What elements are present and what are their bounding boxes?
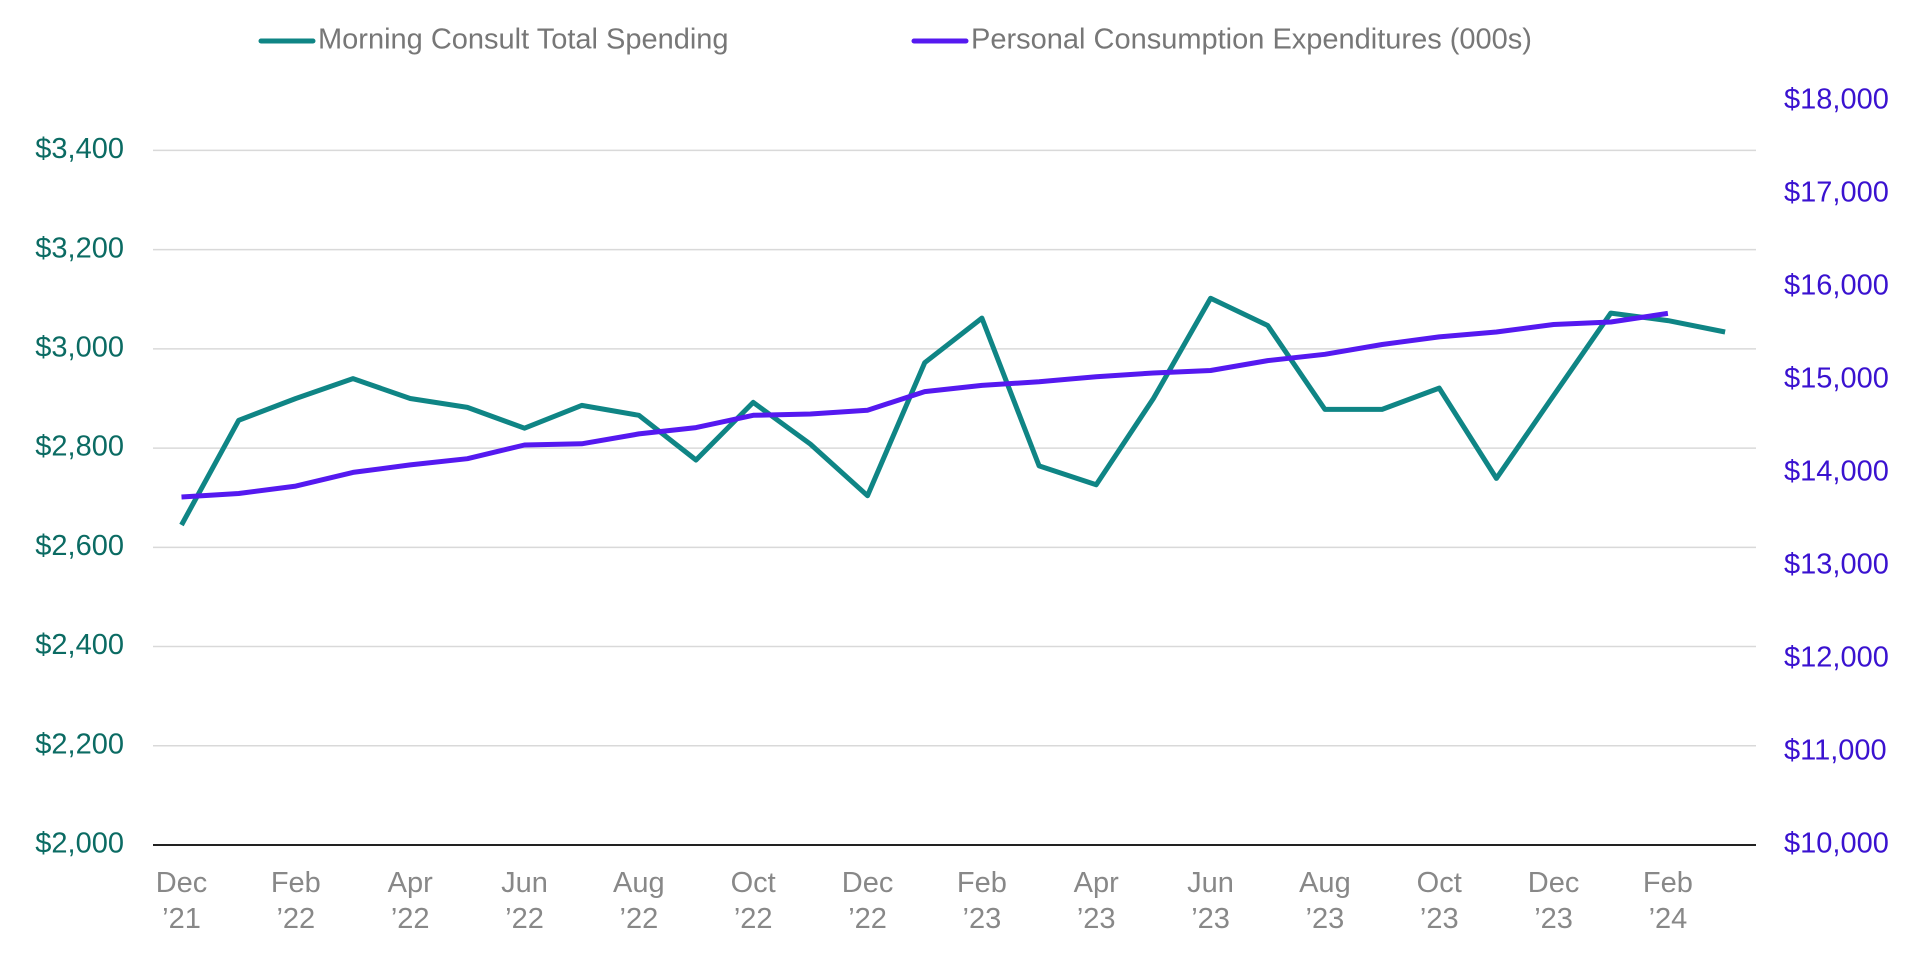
y-tick-label: $2,000 bbox=[35, 828, 124, 860]
y-tick-label: $2,600 bbox=[35, 530, 124, 562]
y-tick-label: $2,800 bbox=[35, 431, 124, 463]
series-line bbox=[179, 295, 1726, 527]
x-tick-label: Feb ’24 bbox=[1643, 867, 1693, 935]
y2-tick-label: $15,000 bbox=[1784, 362, 1889, 394]
y-tick-label: $3,200 bbox=[35, 232, 124, 264]
legend-label: Morning Consult Total Spending bbox=[318, 24, 729, 56]
legend-label: Personal Consumption Expenditures (000s) bbox=[971, 24, 1532, 56]
y2-tick-label: $12,000 bbox=[1784, 642, 1889, 674]
x-tick-label: Aug ’22 bbox=[613, 867, 665, 935]
x-tick-label: Dec ’23 bbox=[1528, 867, 1580, 935]
y2-tick-label: $16,000 bbox=[1784, 269, 1889, 301]
x-tick-label: Apr ’22 bbox=[388, 867, 433, 935]
y-tick-label: $2,400 bbox=[35, 629, 124, 661]
y2-tick-label: $17,000 bbox=[1784, 176, 1889, 208]
y2-tick-label: $13,000 bbox=[1784, 549, 1889, 581]
y-tick-label: $2,200 bbox=[35, 728, 124, 760]
x-tick-label: Dec ’22 bbox=[842, 867, 894, 935]
y2-tick-label: $10,000 bbox=[1784, 828, 1889, 860]
x-tick-label: Feb ’23 bbox=[957, 867, 1007, 935]
x-tick-label: Aug ’23 bbox=[1299, 867, 1351, 935]
series-line bbox=[181, 310, 1669, 500]
x-tick-label: Dec ’21 bbox=[156, 867, 208, 935]
y2-tick-label: $14,000 bbox=[1784, 456, 1889, 488]
x-tick-label: Oct ’22 bbox=[731, 867, 776, 935]
x-tick-label: Oct ’23 bbox=[1417, 867, 1462, 935]
y-tick-label: $3,400 bbox=[35, 133, 124, 165]
x-tick-label: Jun ’23 bbox=[1187, 867, 1234, 935]
x-tick-label: Feb ’22 bbox=[271, 867, 321, 935]
y2-tick-label: $18,000 bbox=[1784, 83, 1889, 115]
x-tick-label: Apr ’23 bbox=[1074, 867, 1119, 935]
y2-tick-label: $11,000 bbox=[1784, 735, 1887, 767]
y-tick-label: $3,000 bbox=[35, 332, 124, 364]
x-tick-label: Jun ’22 bbox=[501, 867, 548, 935]
